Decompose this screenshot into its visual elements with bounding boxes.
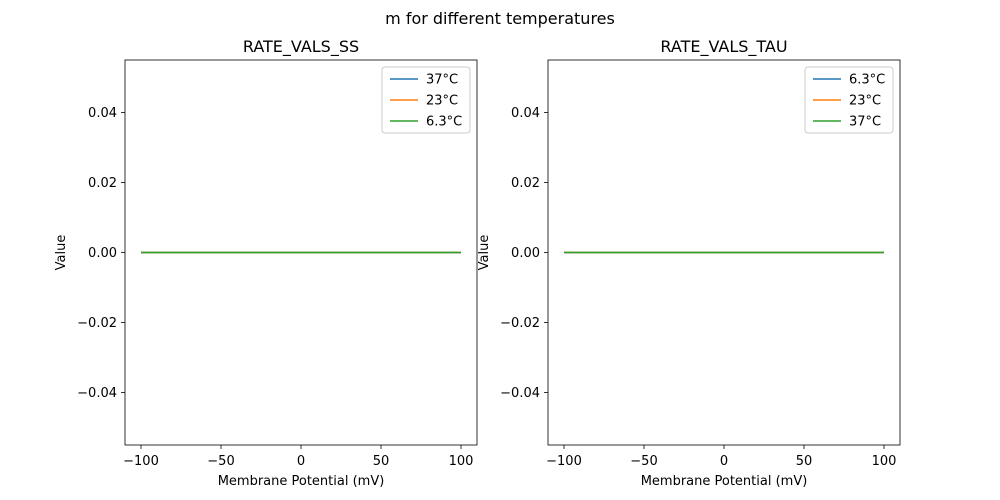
y-tick-label: 0.04 <box>88 106 117 121</box>
subplot-title: RATE_VALS_TAU <box>660 37 787 57</box>
subplot-rate-vals-ss: RATE_VALS_SS −100 −50 0 50 100 0.04 0.02 0.00 −0.… <box>54 37 478 489</box>
subplot-rate-vals-tau: RATE_VALS_TAU −100 −50 0 50 100 0.04 0.02 0.00 −0… <box>477 37 901 489</box>
x-tick-label: 50 <box>373 454 390 469</box>
y-tick-label: −0.04 <box>77 386 117 401</box>
legend-label: 6.3°C <box>426 115 462 130</box>
legend-label: 6.3°C <box>849 73 885 88</box>
x-axis-label: Membrane Potential (mV) <box>641 474 808 489</box>
legend-label: 23°C <box>849 94 881 109</box>
x-tick-label: 50 <box>796 454 813 469</box>
axes-frame <box>547 59 901 446</box>
x-tick-label: −100 <box>123 454 159 469</box>
y-tick-label: 0.00 <box>511 246 540 261</box>
legend-label: 37°C <box>849 115 881 130</box>
axes-frame <box>124 59 478 446</box>
x-tick-label: −50 <box>207 454 234 469</box>
y-tick-label: 0.02 <box>88 176 117 191</box>
x-axis-label: Membrane Potential (mV) <box>218 474 385 489</box>
x-tick-label: 100 <box>872 454 897 469</box>
legend-box <box>804 66 894 134</box>
y-tick-label: 0.04 <box>511 106 540 121</box>
x-tick-label: 0 <box>720 454 728 469</box>
figure-suptitle: m for different temperatures <box>385 9 615 28</box>
legend-label: 37°C <box>426 73 458 88</box>
x-tick-label: 0 <box>297 454 305 469</box>
legend-label: 23°C <box>426 94 458 109</box>
y-tick-label: −0.02 <box>77 316 117 331</box>
y-axis-label: Value <box>477 235 492 271</box>
x-tick-label: −50 <box>630 454 657 469</box>
y-tick-label: 0.02 <box>511 176 540 191</box>
y-tick-label: −0.02 <box>500 316 540 331</box>
y-axis-label: Value <box>54 235 69 271</box>
x-tick-label: −100 <box>546 454 582 469</box>
legend-box <box>381 66 471 134</box>
y-tick-label: 0.00 <box>88 246 117 261</box>
y-tick-label: −0.04 <box>500 386 540 401</box>
subplot-title: RATE_VALS_SS <box>243 37 359 57</box>
x-tick-label: 100 <box>449 454 474 469</box>
